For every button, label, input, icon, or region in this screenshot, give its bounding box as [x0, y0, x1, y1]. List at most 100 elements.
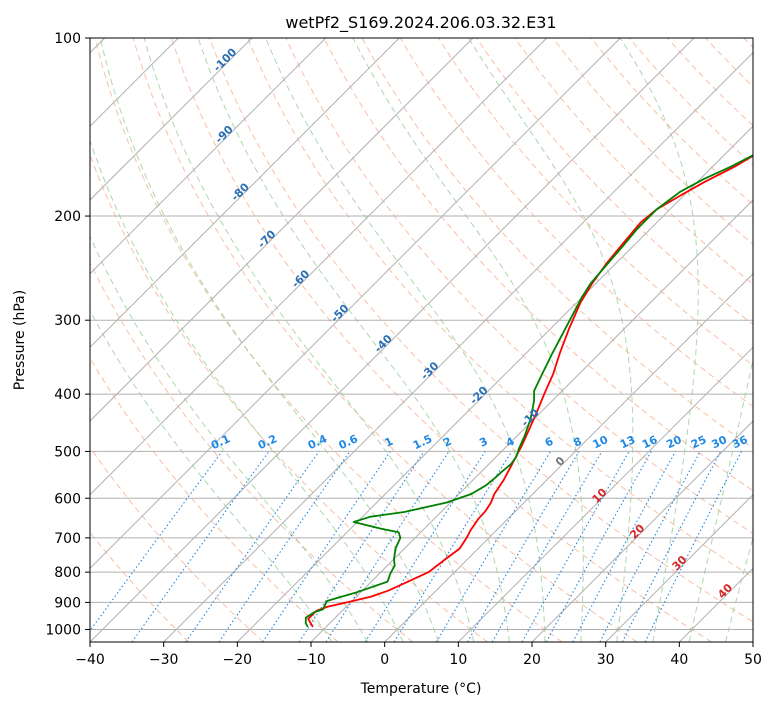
- isotherm: [163, 51, 753, 642]
- dry-adiabat: [94, 38, 563, 642]
- mixing-ratio-line: [393, 451, 513, 642]
- mixing-ratio-line: [572, 451, 676, 642]
- mixing-ratio-label: 30: [710, 433, 730, 451]
- dry-adiabat-label: 40: [715, 581, 735, 601]
- mixing-ratio-line: [262, 451, 391, 642]
- mixing-ratio-label: 0.4: [306, 432, 329, 452]
- x-tick-label: −20: [223, 652, 253, 668]
- isotherm: [90, 38, 548, 496]
- dry-adiabat: [132, 38, 638, 642]
- dry-adiabat: [399, 38, 753, 408]
- dry-adiabat-label: -100: [211, 45, 240, 74]
- y-tick-label: 600: [54, 491, 81, 507]
- isotherm: [310, 199, 753, 642]
- dry-adiabat-label: -80: [229, 180, 252, 203]
- mixing-ratio-line: [599, 451, 701, 642]
- y-axis-label: Pressure (hPa): [12, 290, 28, 390]
- temperature-line: [307, 154, 753, 628]
- x-tick-label: 0: [380, 652, 389, 668]
- isotherm: [90, 38, 621, 570]
- x-tick-label: 50: [744, 652, 762, 668]
- mixing-ratio-label: 1: [383, 435, 395, 450]
- moist-adiabat: [468, 38, 634, 642]
- mixing-ratio-line: [435, 451, 552, 642]
- x-tick-label: −30: [149, 652, 179, 668]
- dry-adiabat-label: -30: [418, 359, 441, 382]
- dry-adiabat: [90, 153, 488, 642]
- moist-adiabat: [265, 38, 546, 642]
- moist-adiabat: [725, 535, 753, 642]
- moist-adiabat: [688, 356, 753, 642]
- plot-frame: [89, 37, 754, 643]
- mixing-ratio-label: 0.1: [209, 432, 232, 452]
- x-tick-label: −10: [296, 652, 326, 668]
- isotherm: [90, 38, 695, 642]
- y-tick-label: 800: [54, 565, 81, 581]
- moist-adiabat: [90, 309, 333, 642]
- y-tick-label: 100: [54, 31, 81, 47]
- y-tick-label: 900: [54, 595, 81, 611]
- dry-adiabat: [590, 38, 753, 206]
- mixing-ratio-label: 13: [618, 433, 637, 451]
- mixing-ratio-line: [364, 451, 486, 642]
- mixing-ratio-line: [298, 451, 425, 642]
- isotherm: [752, 641, 753, 642]
- moist-adiabat: [90, 139, 404, 642]
- dry-adiabat-label: -50: [328, 302, 351, 325]
- background-lines: [90, 38, 753, 642]
- isotherm: [678, 567, 753, 642]
- mixing-ratio-line: [131, 451, 270, 642]
- mixing-ratio-label: 16: [640, 433, 660, 451]
- mixing-ratio-line: [491, 451, 603, 642]
- dewpoint-line: [304, 154, 753, 628]
- dry-adiabat-label: -40: [372, 332, 395, 355]
- dry-adiabat: [90, 446, 264, 642]
- mixing-ratio-line: [218, 451, 351, 642]
- mixing-ratio-line: [467, 451, 580, 642]
- mixing-ratio-line: [545, 451, 652, 642]
- dry-adiabat: [552, 38, 753, 245]
- mixing-ratio-line: [90, 451, 223, 632]
- isotherm: [90, 38, 327, 275]
- x-tick-label: 10: [449, 652, 467, 668]
- dry-adiabat: [170, 38, 712, 642]
- mixing-ratio-label: 10: [591, 433, 611, 451]
- y-tick-label: 500: [54, 444, 81, 460]
- x-tick-label: 20: [523, 652, 541, 668]
- axes: −40 −30 −20 −10 0 10 20 30 40 5010020030040050060…: [45, 31, 762, 668]
- moist-adiabat: [143, 38, 475, 642]
- dry-adiabat: [743, 38, 753, 49]
- moist-adiabat: [619, 38, 699, 642]
- isotherm: [90, 38, 400, 349]
- dry-adiabat-label: 10: [590, 486, 610, 506]
- y-tick-label: 200: [54, 209, 81, 225]
- isotherm: [384, 272, 753, 642]
- y-tick-label: 400: [54, 387, 81, 403]
- dry-adiabat-label: -90: [213, 123, 236, 146]
- x-tick-label: 40: [670, 652, 688, 668]
- dry-adiabat: [628, 38, 753, 166]
- isotherm: [457, 346, 753, 642]
- dry-adiabat: [90, 357, 339, 642]
- x-tick-label: −40: [75, 652, 105, 668]
- dry-adiabat: [247, 38, 753, 578]
- dry-adiabat: [90, 531, 190, 642]
- mixing-ratio-label: 3: [477, 435, 489, 450]
- mixing-ratio-line: [521, 451, 630, 642]
- dry-adiabat: [667, 38, 753, 127]
- isotherm: [90, 38, 253, 201]
- dry-adiabat: [476, 38, 753, 326]
- dry-adiabat: [705, 38, 753, 88]
- chart-title: wetPf2_S169.2024.206.03.32.E31: [285, 13, 556, 33]
- dry-adiabat: [90, 261, 414, 642]
- moist-adiabat: [90, 235, 369, 642]
- x-tick-label: 30: [597, 652, 615, 668]
- mixing-ratio-label: 6: [543, 435, 556, 450]
- dry-adiabat: [209, 38, 753, 623]
- dry-adiabat-label: 20: [627, 521, 647, 541]
- dry-adiabat: [437, 38, 753, 366]
- isotherm: [90, 38, 474, 422]
- mixing-ratio-line: [325, 451, 450, 642]
- x-axis-label: Temperature (°C): [360, 681, 482, 697]
